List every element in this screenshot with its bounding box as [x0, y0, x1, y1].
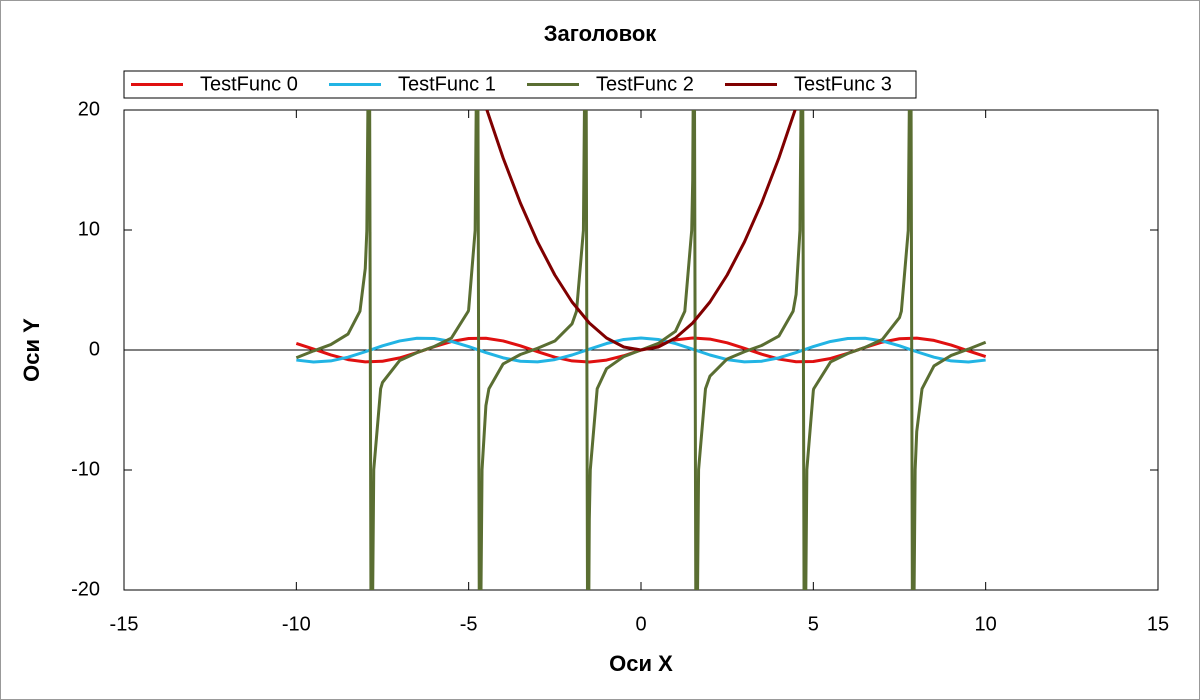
x-tick-label: 0 — [635, 613, 646, 635]
y-tick-label: -20 — [71, 578, 100, 600]
x-tick-label: -5 — [460, 613, 478, 635]
y-tick-label: 0 — [89, 338, 100, 360]
x-tick-label: 15 — [1147, 613, 1169, 635]
chart-title: Заголовок — [544, 21, 658, 46]
series-line — [296, 336, 986, 364]
plot — [295, 110, 987, 590]
legend-label: TestFunc 3 — [794, 73, 892, 95]
y-tick-label: 10 — [78, 218, 100, 240]
y-axis-label: Оси Y — [19, 318, 44, 382]
y-tick-label: -10 — [71, 458, 100, 480]
x-tick-label: 10 — [975, 613, 997, 635]
y-tick-label: 20 — [78, 98, 100, 120]
x-tick-label: -10 — [282, 613, 311, 635]
legend-label: TestFunc 1 — [398, 73, 496, 95]
legend-label: TestFunc 0 — [200, 73, 298, 95]
x-tick-label: -15 — [110, 613, 139, 635]
x-axis-label: Оси X — [609, 651, 673, 676]
legend-label: TestFunc 2 — [596, 73, 694, 95]
x-tick-label: 5 — [808, 613, 819, 635]
legend — [123, 70, 917, 99]
series-line — [485, 110, 797, 352]
